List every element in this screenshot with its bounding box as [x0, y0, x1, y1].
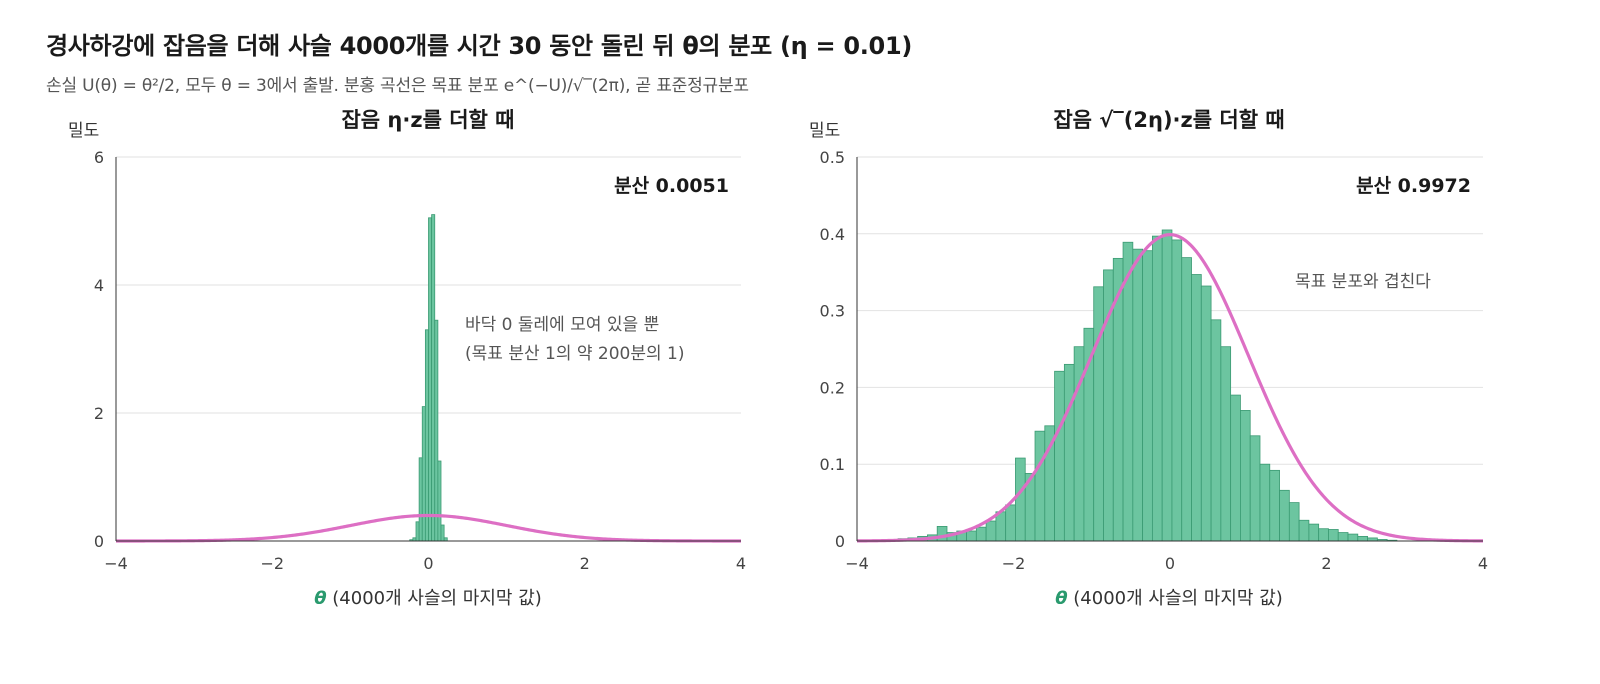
histogram-bar — [1357, 535, 1368, 542]
histogram-bar — [1171, 239, 1183, 542]
variance-label: 분산 0.9972 — [1356, 175, 1471, 197]
histogram-bar — [1249, 435, 1261, 542]
y-axis-label: 밀도 — [68, 121, 99, 141]
histogram-bar — [1191, 274, 1202, 542]
histogram-bar — [1298, 519, 1310, 542]
variance-label: 분산 0.0051 — [614, 175, 729, 197]
histogram-bar — [1005, 504, 1016, 542]
target-density-curve — [115, 513, 742, 543]
histogram-bar — [936, 526, 948, 542]
y-tick-label: 6 — [94, 148, 104, 167]
histogram-bar — [440, 524, 445, 542]
histogram-bar — [995, 511, 1007, 542]
y-tick-label: 0.4 — [820, 225, 845, 244]
histogram-bar — [1288, 502, 1300, 542]
histogram-bar — [1210, 319, 1222, 542]
y-tick-label: 0 — [94, 532, 104, 551]
histogram-bar — [418, 457, 423, 542]
panel-title: 잡음 √‾(2η)·z를 더할 때 — [1053, 108, 1284, 132]
x-axis-symbol: θ — [1055, 588, 1067, 609]
y-tick-label: 0 — [835, 532, 845, 551]
y-tick-label: 0.5 — [820, 148, 845, 167]
histogram-bar — [1015, 457, 1026, 542]
histogram-bar — [1279, 489, 1290, 542]
x-tick-label: 4 — [1478, 554, 1488, 573]
page-subtitle: 손실 U(θ) = θ²/2, 모두 θ = 3에서 출발. 분홍 곡선은 목표… — [46, 76, 749, 96]
histogram-bar — [1034, 430, 1046, 542]
histogram-bar — [421, 406, 426, 542]
histogram-bar — [1347, 533, 1359, 542]
y-tick-label: 2 — [94, 404, 104, 423]
histogram-bar — [1259, 463, 1271, 542]
histogram-bar — [1220, 346, 1232, 542]
histogram-bar — [1054, 370, 1065, 542]
y-tick-label: 0.1 — [820, 455, 845, 474]
annotation-text: 바닥 0 둘레에 모여 있을 뿐 — [465, 315, 659, 335]
annotation-text: (목표 분산 1의 약 200분의 1) — [465, 344, 684, 364]
x-tick-label: −2 — [1002, 554, 1026, 573]
histogram-bar — [1328, 529, 1339, 542]
x-tick-label: −2 — [260, 554, 284, 573]
x-tick-label: −4 — [845, 554, 869, 573]
annotation-text: 목표 분포와 겹친다 — [1295, 272, 1431, 292]
histogram-bar — [434, 319, 439, 542]
histogram-bar — [1181, 257, 1192, 542]
histogram-bar — [1269, 469, 1280, 542]
histogram-bar — [1230, 394, 1241, 542]
histogram-bar — [1063, 363, 1075, 542]
x-tick-label: −4 — [104, 554, 128, 573]
x-axis-symbol: θ — [314, 588, 326, 609]
histogram-bar — [1161, 229, 1173, 542]
y-tick-label: 0.2 — [820, 378, 845, 397]
histogram-bar — [1122, 241, 1134, 542]
x-axis-description: (4000개 사슬의 마지막 값) — [327, 588, 542, 609]
histogram-bar — [1151, 235, 1163, 542]
histogram-bar — [966, 530, 977, 542]
histogram-bar — [1200, 285, 1212, 542]
histogram-bar — [1132, 248, 1144, 542]
histogram-bar — [1337, 532, 1349, 542]
histogram-bar — [1142, 250, 1153, 542]
panel-title: 잡음 η·z를 더할 때 — [341, 108, 514, 132]
x-axis-label: θ (4000개 사슬의 마지막 값) — [1055, 588, 1283, 609]
y-axis-label: 밀도 — [809, 121, 840, 141]
histogram-bar — [415, 521, 420, 542]
x-tick-label: 0 — [1165, 554, 1175, 573]
x-tick-label: 0 — [423, 554, 433, 573]
histogram-bar — [1318, 528, 1329, 542]
histogram-bar — [1240, 410, 1251, 542]
x-tick-label: 2 — [580, 554, 590, 573]
histogram-bar — [975, 526, 987, 542]
y-tick-label: 4 — [94, 276, 104, 295]
histogram-bar — [437, 460, 442, 542]
histogram-bar — [428, 217, 433, 542]
x-tick-label: 4 — [736, 554, 746, 573]
histogram-bar — [985, 520, 997, 542]
histogram-bar — [431, 214, 436, 542]
x-axis-description: (4000개 사슬의 마지막 값) — [1068, 588, 1283, 609]
histogram-bar — [424, 329, 429, 542]
target-density-curve — [856, 233, 1484, 543]
x-axis-label: θ (4000개 사슬의 마지막 값) — [314, 588, 542, 609]
histogram-bar — [1093, 286, 1104, 542]
histogram-bar — [1308, 523, 1320, 542]
y-tick-label: 0.3 — [820, 302, 845, 321]
page-title: 경사하강에 잡음을 더해 사슬 4000개를 시간 30 동안 돌린 뒤 θ의 … — [46, 32, 913, 60]
x-tick-label: 2 — [1321, 554, 1331, 573]
